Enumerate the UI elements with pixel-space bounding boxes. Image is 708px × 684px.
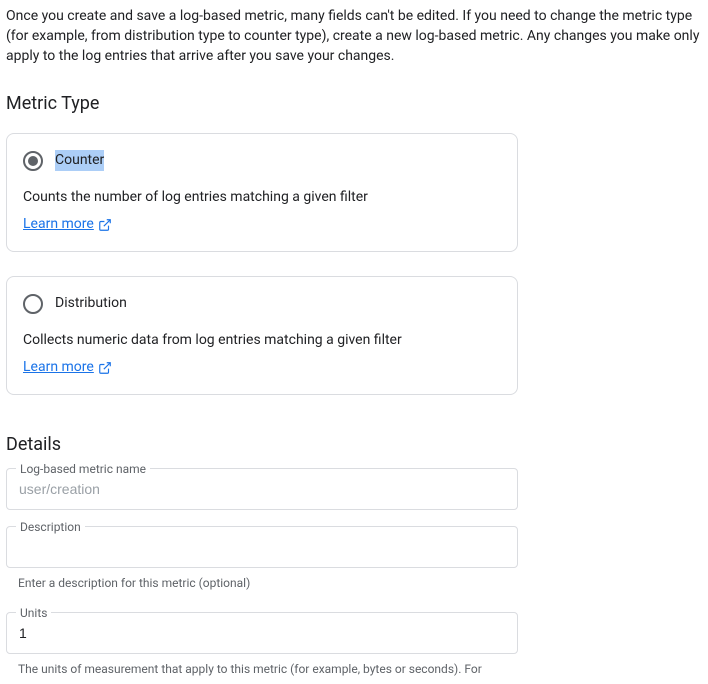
- metric-type-distribution-card[interactable]: Distribution Collects numeric data from …: [6, 276, 518, 395]
- counter-radio-row[interactable]: Counter: [23, 150, 501, 171]
- distribution-radio-row[interactable]: Distribution: [23, 293, 501, 314]
- counter-learn-more-link[interactable]: Learn more: [23, 214, 112, 235]
- distribution-description: Collects numeric data from log entries m…: [23, 330, 501, 351]
- counter-radio[interactable]: [23, 151, 43, 171]
- description-helper: Enter a description for this metric (opt…: [18, 574, 530, 592]
- external-link-icon: [98, 361, 112, 375]
- units-helper: The units of measurement that apply to t…: [18, 660, 530, 678]
- description-label: Description: [16, 518, 85, 536]
- units-label: Units: [16, 604, 51, 622]
- counter-label: Counter: [55, 150, 104, 171]
- radio-selected-dot: [28, 156, 38, 166]
- metric-name-field-wrap: Log-based metric name: [6, 468, 518, 510]
- learn-more-text: Learn more: [23, 214, 94, 235]
- distribution-label: Distribution: [55, 293, 127, 314]
- units-field-wrap: Units: [6, 612, 518, 654]
- details-heading: Details: [6, 431, 702, 458]
- distribution-learn-more-link[interactable]: Learn more: [23, 357, 112, 378]
- counter-description: Counts the number of log entries matchin…: [23, 187, 501, 208]
- description-field-wrap: Description: [6, 526, 518, 568]
- distribution-radio[interactable]: [23, 294, 43, 314]
- metric-name-label: Log-based metric name: [16, 460, 150, 478]
- intro-text: Once you create and save a log-based met…: [6, 6, 702, 66]
- metric-type-counter-card[interactable]: Counter Counts the number of log entries…: [6, 133, 518, 252]
- learn-more-text: Learn more: [23, 357, 94, 378]
- units-input[interactable]: [6, 612, 518, 654]
- metric-type-heading: Metric Type: [6, 90, 702, 117]
- external-link-icon: [98, 218, 112, 232]
